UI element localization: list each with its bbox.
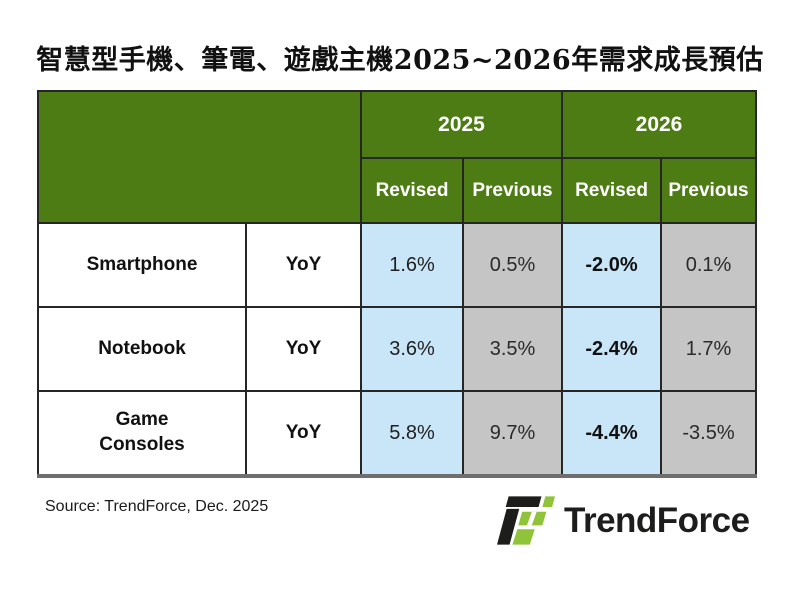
table-row-smartphone: Smartphone YoY 1.6% 0.5% -2.0% 0.1% [37, 222, 757, 308]
trendforce-logo-icon [497, 496, 555, 545]
value-2025-previous: 0.5% [462, 222, 563, 308]
forecast-table: 2025 2026 Revised Previous Revised Previ… [37, 90, 757, 478]
table-row-notebook: Notebook YoY 3.6% 3.5% -2.4% 1.7% [37, 306, 757, 392]
value-2026-previous: 0.1% [660, 222, 757, 308]
row-label: Smartphone [37, 222, 247, 308]
trendforce-logo: TrendForce [497, 493, 750, 548]
table-row-game-consoles: Game Consoles YoY 5.8% 9.7% -4.4% -3.5% [37, 390, 757, 477]
value-2025-revised: 5.8% [360, 390, 464, 477]
page-title: 智慧型手機、筆電、遊戲主機2025~2026年需求成長預估 [36, 45, 764, 76]
value-2025-revised: 1.6% [360, 222, 464, 308]
row-metric: YoY [245, 306, 362, 392]
sub-header-row: Revised Previous Revised Previous [38, 157, 757, 224]
value-2026-previous: 1.7% [660, 306, 757, 392]
trendforce-logo-text: TrendForce [564, 500, 750, 540]
value-2025-previous: 9.7% [462, 390, 563, 477]
row-metric: YoY [245, 390, 362, 477]
value-2025-previous: 3.5% [462, 306, 563, 392]
value-2026-previous: -3.5% [660, 390, 757, 477]
source-note: Source: TrendForce, Dec. 2025 [45, 498, 269, 515]
sub-header-2025-previous: Previous [462, 157, 563, 224]
row-label: Game Consoles [37, 390, 247, 477]
value-2026-revised: -2.4% [561, 306, 662, 392]
value-2025-revised: 3.6% [360, 306, 464, 392]
sub-header-2026-previous: Previous [660, 157, 757, 224]
row-label: Notebook [37, 306, 247, 392]
sub-header-2025-revised: Revised [360, 157, 464, 224]
year-header-2026: 2026 [561, 90, 757, 159]
header-corner-cell [37, 90, 362, 224]
value-2026-revised: -2.0% [561, 222, 662, 308]
row-metric: YoY [245, 222, 362, 308]
year-header-2025: 2025 [360, 90, 563, 159]
value-2026-revised: -4.4% [561, 390, 662, 477]
year-header-row: 2025 2026 [37, 90, 757, 224]
sub-header-2026-revised: Revised [561, 157, 662, 224]
